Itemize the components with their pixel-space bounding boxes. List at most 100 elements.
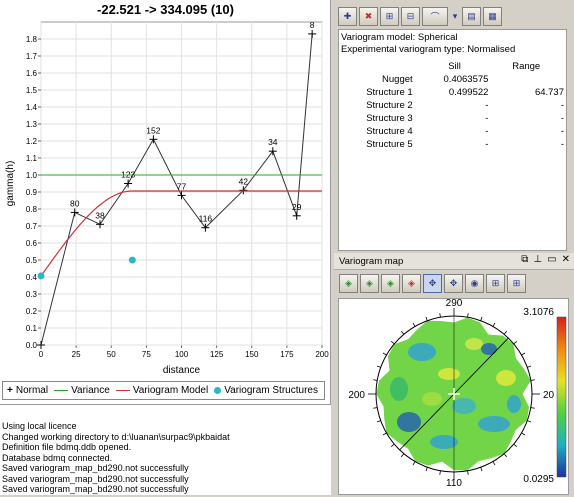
plus-marker-icon: + [7, 385, 13, 396]
legend-item-normal: + Normal [7, 385, 49, 396]
save-icon[interactable]: ▤ [462, 6, 481, 26]
variogram-chart[interactable]: 0 25 50 75 100 125 150 175 200 0.0 0.1 0.2 0.3 0.4 0.5… [0, 0, 331, 381]
compass-tick [513, 340, 518, 345]
pair-count-label: 77 [177, 181, 187, 191]
table-header: Sill Range [341, 60, 564, 73]
x-tick-label: 0 [39, 350, 44, 359]
variogram-surface-patch [397, 412, 421, 432]
y-tick-label: 0.1 [26, 324, 38, 333]
compass-label-right: 20 [543, 390, 555, 401]
map-toolbar: ◈ ◈ ◈ ◈ ✥ ✥ ◉ ⊞ ⊞ [339, 274, 526, 293]
compass-tick [530, 379, 535, 381]
report-icon[interactable]: ▦ [483, 6, 502, 26]
y-tick-label: 1.8 [26, 35, 38, 44]
variogram-surface-patch [496, 370, 516, 386]
x-tick-label: 125 [210, 350, 224, 359]
compass-tick [521, 352, 526, 356]
compass-tick [480, 316, 483, 321]
column-header-range: Range [512, 61, 541, 72]
table-row: Structure 4 - - [366, 126, 564, 137]
pin-icon[interactable]: ⊥ [533, 254, 543, 265]
map-tool-2-icon[interactable]: ◈ [360, 274, 379, 293]
map-title: Variogram map [339, 255, 404, 267]
grid-tool-2-icon[interactable]: ⊞ [507, 274, 526, 293]
compass-tick [425, 316, 428, 321]
x-axis-label: distance [163, 365, 201, 376]
log-line: Saved variogram_map_bd290.not successful… [2, 484, 189, 494]
close-icon[interactable]: ✕ [561, 254, 570, 265]
direction-tool-icon[interactable]: ✥ [423, 274, 442, 293]
log-line: Definition file bdmq.ddb opened. [2, 442, 132, 452]
y-tick-label: 1.1 [26, 154, 38, 163]
y-tick-label: 0.5 [26, 256, 38, 265]
chevron-down-icon[interactable]: ▾ [452, 10, 458, 21]
compass-tick [480, 467, 483, 472]
x-tick-label: 75 [142, 350, 151, 359]
color-scale-max: 3.1076 [523, 307, 554, 318]
variogram-surface-patch [408, 343, 436, 361]
map-tool-1-icon[interactable]: ◈ [339, 274, 358, 293]
variogram-surface-patch [507, 395, 521, 413]
table-row: Nugget 0.4063575 [382, 74, 489, 85]
compass-tick [530, 407, 535, 409]
compass-tick [373, 407, 378, 409]
map-tool-7-icon[interactable]: ◉ [465, 274, 484, 293]
variogram-map[interactable]: 290 200 20 110 3.1076 0.0295 [338, 298, 569, 495]
variogram-structure-point [37, 272, 45, 280]
y-tick-label: 0.7 [26, 222, 38, 231]
y-tick-label: 1.5 [26, 86, 38, 95]
y-tick-label: 0.3 [26, 290, 38, 299]
pair-count-label: 152 [146, 125, 160, 135]
grid-tool-icon[interactable]: ⊞ [486, 274, 505, 293]
variogram-surface-patch [422, 392, 442, 406]
variogram-surface-patch [465, 338, 483, 350]
compass-tick [390, 443, 395, 448]
x-tick-label: 50 [107, 350, 116, 359]
minimize-icon[interactable]: ▭ [547, 254, 557, 265]
export-icon[interactable]: ⊟ [401, 6, 420, 26]
pair-count-label: 8 [310, 20, 315, 30]
green-line-icon [54, 390, 69, 391]
log-line: Saved variogram_map_bd290.not successful… [2, 473, 189, 484]
compass-tick [382, 432, 387, 436]
y-tick-label: 0.2 [26, 307, 38, 316]
compass-tick [400, 330, 405, 335]
red-line-icon [115, 390, 130, 391]
compass-tick [503, 330, 508, 335]
restore-icon[interactable]: ⧉ [521, 254, 529, 265]
compass-tick [439, 313, 441, 318]
map-tool-3-icon[interactable]: ◈ [381, 274, 400, 293]
pair-count-label: 80 [70, 198, 80, 208]
compass-tick [373, 379, 378, 381]
compass-tick [376, 365, 381, 368]
compass-tick [467, 470, 469, 475]
model-type-icon[interactable]: ⌒ [422, 6, 448, 26]
rotate-tool-icon[interactable]: ✥ [444, 274, 463, 293]
y-tick-label: 0.4 [26, 273, 38, 282]
add-structure-icon[interactable]: ✚ [338, 6, 357, 26]
import-icon[interactable]: ⊞ [380, 6, 399, 26]
color-scale-bar [556, 316, 567, 478]
y-tick-label: 0.8 [26, 205, 38, 214]
remove-structure-icon[interactable]: ✖ [359, 6, 378, 26]
compass-tick [527, 365, 532, 368]
compass-tick [513, 443, 518, 448]
compass-tick [521, 432, 526, 436]
y-tick-label: 1.4 [26, 103, 38, 112]
pair-count-label: 42 [239, 176, 249, 186]
message-log[interactable]: Using local licence Changed working dire… [0, 404, 331, 495]
variogram-map-plot[interactable]: 290 200 20 110 3.1076 0.0295 [339, 298, 568, 494]
compass-tick [527, 420, 532, 423]
compass-tick [400, 453, 405, 458]
x-tick-label: 175 [280, 350, 294, 359]
map-tool-4-icon[interactable]: ◈ [402, 274, 421, 293]
model-details: Variogram model: Spherical Experimental … [338, 29, 567, 251]
legend-item-variance: Variance [54, 385, 110, 396]
table-row: Structure 5 - - [366, 139, 564, 150]
table-row: Structure 2 - - [366, 100, 564, 111]
chart-title: -22.521 -> 334.095 (10) [97, 2, 234, 17]
map-titlebar: Variogram map ⧉ ⊥ ▭ ✕ [334, 253, 574, 270]
experimental-type-text: Experimental variogram type: Normalised [341, 44, 516, 55]
pair-count-label: 116 [199, 214, 213, 224]
log-line: Database bdmq connected. [2, 452, 113, 463]
